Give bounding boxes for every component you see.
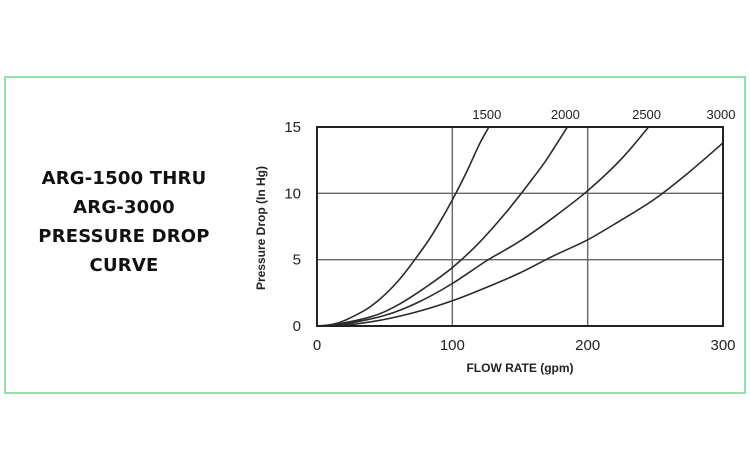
curves [316, 126, 724, 328]
x-tick-label-300: 300 [710, 337, 735, 354]
title-line-2: ARG-3000 [73, 197, 175, 218]
plot-border [316, 126, 724, 327]
x-tick-label-0: 0 [313, 337, 321, 354]
grid-lines [317, 127, 723, 326]
title-line-1: ARG-1500 THRU [41, 168, 207, 189]
curve-1500 [316, 126, 490, 327]
x-tick-labels: 0 100 200 300 [313, 337, 736, 354]
curve-3000 [316, 142, 724, 327]
curve-label-3000: 3000 [707, 107, 736, 122]
curve-2000 [316, 126, 569, 328]
x-axis-label: FLOW RATE (gpm) [466, 361, 573, 375]
x-tick-label-100: 100 [440, 337, 465, 354]
curve-labels: 1500 2000 2500 3000 [472, 107, 735, 122]
curve-label-1500: 1500 [472, 107, 501, 122]
chart-title: ARG-1500 THRU ARG-3000 PRESSURE DROP CUR… [14, 164, 234, 280]
figure-frame: ARG-1500 THRU ARG-3000 PRESSURE DROP CUR… [4, 76, 746, 394]
title-line-4: CURVE [89, 255, 159, 276]
y-tick-label-10: 10 [284, 185, 301, 202]
y-tick-labels: 0 5 10 15 [284, 119, 301, 335]
curve-label-2000: 2000 [551, 107, 580, 122]
y-tick-label-0: 0 [293, 318, 301, 335]
y-tick-label-5: 5 [293, 252, 301, 269]
title-line-3: PRESSURE DROP [38, 226, 210, 247]
curve-label-2500: 2500 [632, 107, 661, 122]
curve-2500 [316, 126, 650, 328]
x-tick-label-200: 200 [575, 337, 600, 354]
y-axis-label: Pressure Drop (In Hg) [254, 166, 268, 290]
y-tick-label-15: 15 [284, 119, 301, 136]
